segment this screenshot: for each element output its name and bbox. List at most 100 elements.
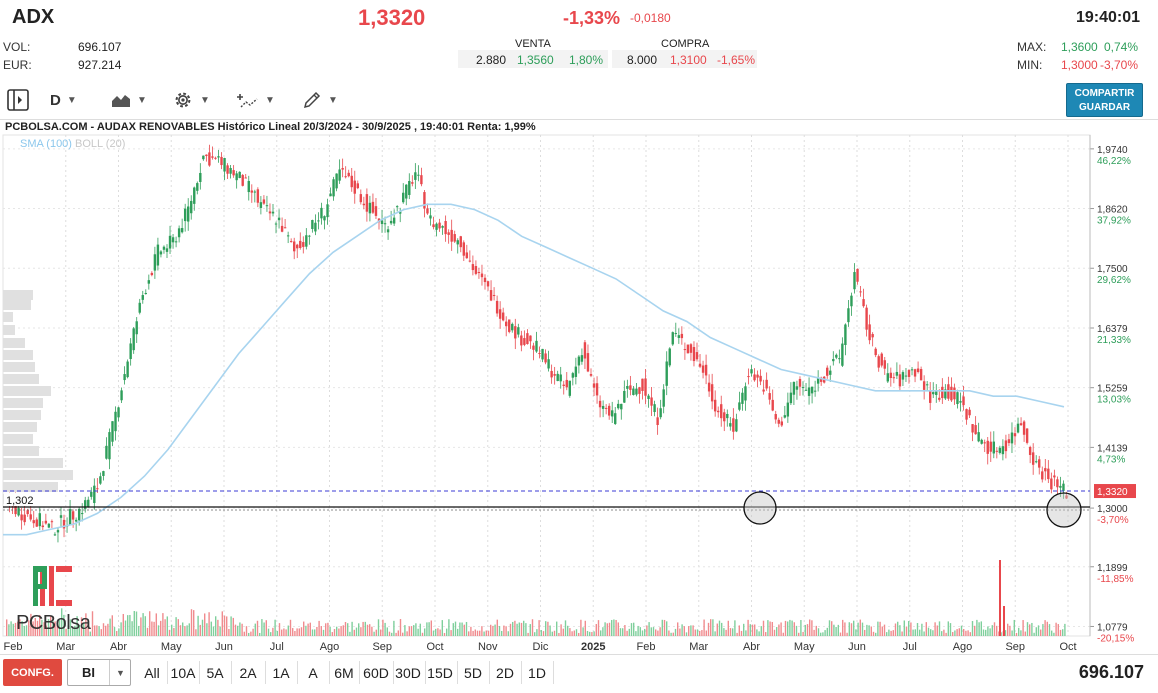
range-button-1d[interactable]: 1D (528, 664, 546, 681)
sma-line[interactable] (3, 203, 1065, 536)
volume-bar (272, 627, 274, 636)
panel-toggle-icon[interactable] (6, 86, 30, 114)
share-label: COMPARTIR (1074, 88, 1135, 99)
volume-bar (597, 620, 600, 636)
volume-bar (991, 625, 993, 636)
legend-sma[interactable]: SMA (100) (20, 138, 72, 150)
candle-body (583, 342, 587, 359)
candle-body (462, 242, 465, 256)
x-tick-label: Mar (689, 641, 708, 653)
volume-bar (542, 631, 545, 636)
volume-bar (318, 620, 320, 636)
period-selector[interactable]: D ▼ (50, 86, 77, 114)
candle-body (695, 352, 699, 360)
volume-bar (826, 627, 828, 636)
legend-boll[interactable]: BOLL (20) (75, 138, 126, 150)
scale-select[interactable]: BI ▼ (67, 659, 131, 686)
range-button-2a[interactable]: 2A (239, 664, 257, 681)
range-button-5a[interactable]: 5A (206, 664, 224, 681)
volume-bar (234, 624, 237, 636)
candle-body (680, 333, 684, 339)
candle-body (1004, 440, 1008, 452)
candle-body (1022, 421, 1026, 435)
volume-bar (657, 630, 659, 636)
candle-body (501, 312, 505, 321)
compra-price: 1,3100 (670, 53, 707, 67)
candle-body (735, 419, 738, 432)
range-button-30d[interactable]: 30D (395, 664, 421, 681)
candle-body (280, 225, 284, 232)
volume-bar (630, 623, 633, 636)
y-tick-label: 1,8620 (1097, 205, 1128, 216)
volume-bar (63, 614, 65, 636)
volume-bar (208, 612, 210, 636)
range-button-10a[interactable]: 10A (170, 664, 196, 681)
circle-annotation[interactable] (1046, 492, 1082, 528)
candle-body (1001, 446, 1005, 455)
volume-bar (1026, 622, 1029, 636)
volume-bar (650, 627, 652, 636)
compra-box (612, 50, 757, 68)
candle-body (456, 240, 459, 245)
candle-body (81, 513, 84, 515)
volume-bar (960, 625, 963, 636)
candle-body (877, 356, 880, 368)
circle-annotation[interactable] (743, 491, 777, 525)
candle-body (922, 381, 926, 390)
range-button-6m[interactable]: 6M (334, 664, 354, 681)
range-button-2d[interactable]: 2D (496, 664, 514, 681)
candle-body (293, 241, 296, 252)
range-button-5d[interactable]: 5D (464, 664, 482, 681)
range-button-60d[interactable]: 60D (363, 664, 389, 681)
share-save-button[interactable]: COMPARTIR GUARDAR (1066, 83, 1143, 117)
volume-bar (971, 621, 974, 636)
range-button-a[interactable]: A (308, 664, 318, 681)
candle-body (202, 155, 205, 160)
candle-body (326, 204, 329, 218)
volume-total: 696.107 (1078, 662, 1144, 682)
volume-bar (419, 623, 421, 636)
candle-body (217, 156, 220, 158)
volume-bar (1035, 627, 1037, 636)
volume-bar (958, 628, 960, 636)
range-button-all[interactable]: All (144, 664, 160, 681)
volume-bar (102, 623, 105, 636)
candle-body (135, 321, 138, 335)
volume-bar (633, 622, 635, 636)
candle-body (871, 334, 874, 338)
candle-body (919, 369, 923, 381)
candle-body (74, 519, 78, 522)
volume-bar (1046, 621, 1048, 636)
drawing-selector[interactable]: ▼ (302, 86, 338, 114)
candle-body (626, 385, 629, 389)
candle-body (898, 374, 902, 387)
candle-body (305, 235, 308, 247)
candle-body (84, 500, 87, 509)
volume-bar (738, 625, 740, 636)
range-button-1a[interactable]: 1A (272, 664, 290, 681)
candle-body (168, 235, 172, 249)
config-button[interactable]: CONFG. (3, 659, 62, 686)
volume-bar (388, 631, 391, 636)
candle-body (129, 343, 132, 360)
volume-bar (160, 620, 162, 636)
settings-selector[interactable]: ▼ (172, 86, 210, 114)
volume-bar (65, 628, 67, 636)
range-button-15d[interactable]: 15D (427, 664, 453, 681)
volume-label: VOL: (3, 40, 31, 54)
candle-body (1038, 459, 1041, 468)
chart-type-selector[interactable]: ▼ (111, 86, 147, 114)
range-separator (297, 661, 298, 684)
volume-bar (677, 622, 679, 636)
volume-bar (1064, 623, 1066, 636)
candle-body (686, 344, 690, 354)
candle-body (1035, 461, 1038, 463)
volume-bar (758, 631, 760, 636)
candle-body (813, 390, 817, 392)
candle-body (380, 220, 384, 225)
volume-bar (307, 623, 309, 636)
volume-bar (969, 632, 971, 636)
candle-body (720, 404, 723, 419)
indicators-selector[interactable]: ▼ (237, 86, 275, 114)
